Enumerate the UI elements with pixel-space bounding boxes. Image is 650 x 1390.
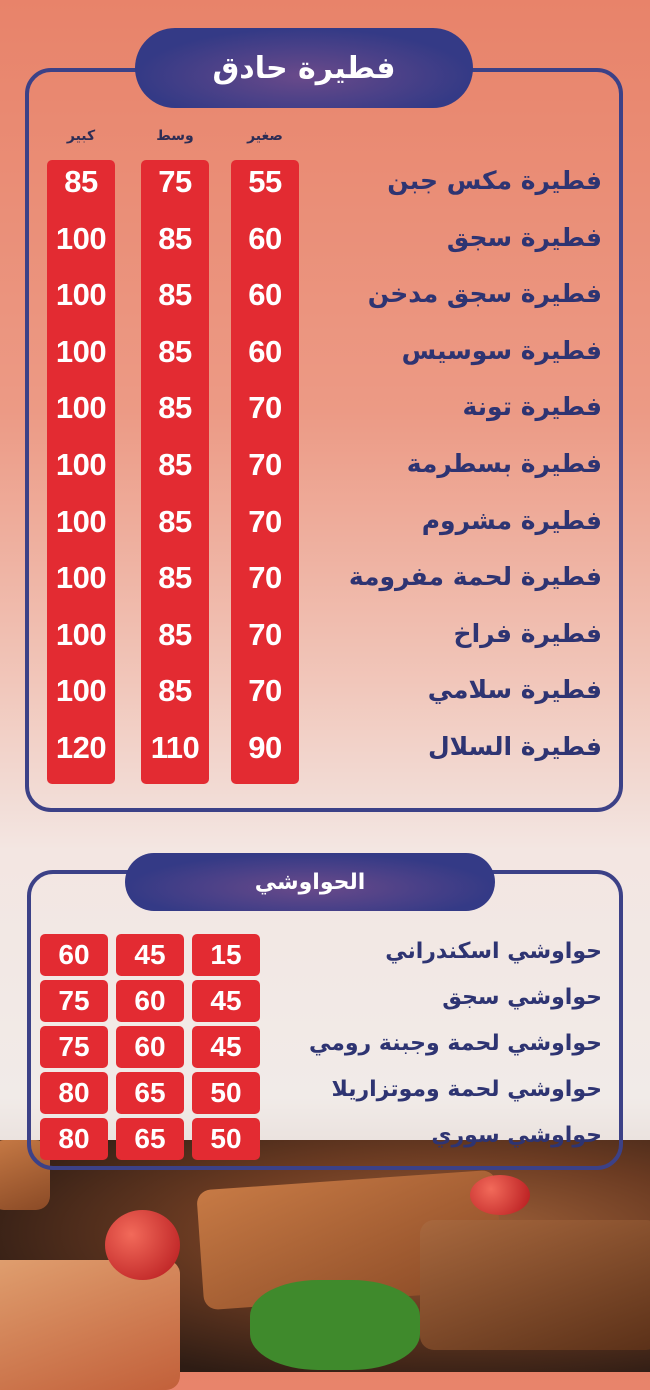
- price-large: 100: [55, 447, 107, 482]
- item-name: حواوشي لحمة وموتزاريلا: [331, 1077, 603, 1102]
- price-small: 60: [248, 220, 282, 256]
- price-large: 80: [40, 1072, 108, 1114]
- price-small: 70: [248, 390, 282, 426]
- price-medium: 85: [158, 220, 192, 256]
- price-small: 70: [248, 447, 282, 482]
- item-name: فطيرة سجق مدخن: [367, 279, 602, 309]
- pizza-image: [0, 1260, 180, 1390]
- price-small: 70: [248, 560, 282, 596]
- item-name: حواوشي لحمة وجبنة رومي: [309, 1031, 602, 1056]
- price-large: 100: [55, 503, 107, 539]
- price-large: 100: [55, 333, 107, 369]
- price-small: 60: [248, 277, 282, 313]
- item-name: حواوشي اسكندراني: [385, 939, 602, 964]
- item-name: حواوشي سجق: [442, 985, 602, 1010]
- price-small: 45: [192, 980, 260, 1022]
- price-large: 80: [40, 1118, 108, 1160]
- item-name: حواوشي سوري: [431, 1123, 602, 1148]
- lettuce-image: [250, 1280, 420, 1370]
- price-medium: 65: [116, 1118, 184, 1160]
- sandwich-image: [420, 1220, 650, 1350]
- price-medium: 85: [158, 560, 192, 596]
- price-small: 45: [192, 1026, 260, 1068]
- price-column-small: [231, 160, 299, 784]
- price-small: 90: [248, 730, 282, 765]
- column-label-medium: وسط: [156, 128, 194, 144]
- price-small: 70: [248, 673, 282, 709]
- item-name: فطيرة سوسيس: [401, 335, 602, 365]
- price-medium: 60: [116, 980, 184, 1022]
- price-large: 100: [55, 390, 107, 426]
- price-medium: 85: [158, 390, 192, 426]
- column-label-large: كبير: [66, 128, 96, 144]
- price-small: 60: [248, 333, 282, 369]
- price-medium: 85: [158, 333, 192, 369]
- price-column-large: [47, 160, 115, 784]
- price-medium: 85: [158, 447, 192, 482]
- price-medium: 85: [158, 673, 192, 709]
- price-medium: 60: [116, 1026, 184, 1068]
- price-large: 75: [40, 1026, 108, 1068]
- item-name: فطيرة مكس جبن: [387, 166, 602, 195]
- price-large: 120: [55, 730, 107, 765]
- tomato-image: [470, 1175, 530, 1215]
- price-large: 85: [64, 164, 98, 199]
- price-large: 100: [55, 560, 107, 596]
- item-name: فطيرة مشروم: [421, 505, 602, 535]
- price-large: 100: [55, 673, 107, 709]
- price-small: 70: [248, 616, 282, 652]
- price-medium: 75: [158, 164, 192, 199]
- price-large: 75: [40, 980, 108, 1022]
- item-name: فطيرة سجق: [446, 222, 602, 252]
- price-small: 50: [192, 1072, 260, 1114]
- food-photo: [0, 1140, 650, 1390]
- item-name: فطيرة بسطرمة: [406, 449, 602, 478]
- price-column-medium: [141, 160, 209, 784]
- item-name: فطيرة فراخ: [453, 618, 602, 648]
- item-name: فطيرة تونة: [462, 392, 602, 422]
- price-medium: 65: [116, 1072, 184, 1114]
- section-title-fateer: فطيرة حادق: [135, 28, 473, 108]
- price-small: 55: [248, 164, 282, 199]
- price-large: 100: [55, 616, 107, 652]
- price-medium: 110: [150, 730, 200, 765]
- section-title-hawawshi: الحواوشي: [125, 853, 495, 911]
- price-medium: 85: [158, 503, 192, 539]
- price-small: 15: [192, 934, 260, 976]
- item-name: فطيرة لحمة مفرومة: [348, 562, 602, 592]
- price-small: 50: [192, 1118, 260, 1160]
- item-name: فطيرة سلامي: [427, 675, 602, 705]
- item-name: فطيرة السلال: [427, 732, 602, 761]
- price-medium: 45: [116, 934, 184, 976]
- tomato-image: [105, 1210, 180, 1280]
- price-medium: 85: [158, 277, 192, 313]
- price-large: 60: [40, 934, 108, 976]
- price-large: 100: [55, 220, 107, 256]
- column-label-small: صغير: [247, 128, 283, 144]
- price-medium: 85: [158, 616, 192, 652]
- price-small: 70: [248, 503, 282, 539]
- price-large: 100: [55, 277, 107, 313]
